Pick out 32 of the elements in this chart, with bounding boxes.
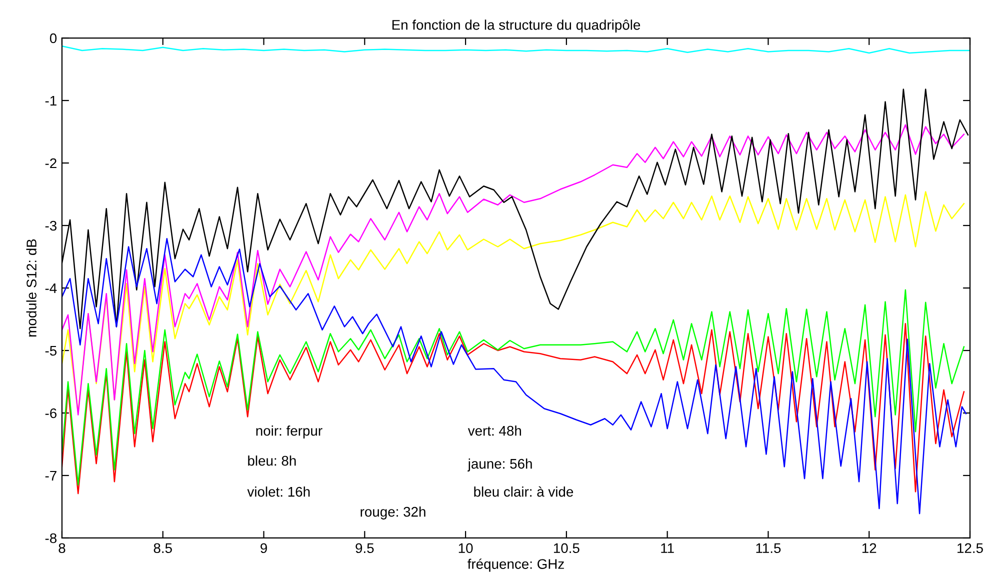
y-tick-label: -1 bbox=[45, 96, 56, 106]
x-tick-label: 9 bbox=[260, 543, 267, 554]
y-tick-label: -5 bbox=[45, 346, 57, 356]
annotation: bleu clair: à vide bbox=[474, 486, 574, 497]
y-axis-title: module S12: dB bbox=[26, 239, 36, 336]
annotation: noir: ferpur bbox=[256, 426, 322, 438]
annotation: rouge: 32h bbox=[360, 506, 426, 520]
x-tick-label: 9.5 bbox=[356, 543, 374, 554]
y-tick-label: -7 bbox=[45, 470, 56, 481]
annotation: vert: 48h bbox=[468, 426, 522, 436]
x-axis-title: fréquence: GHz bbox=[468, 558, 564, 572]
line-series bbox=[62, 46, 970, 54]
y-tick-label: -8 bbox=[45, 533, 57, 544]
x-tick-label: 10.5 bbox=[554, 543, 580, 554]
x-tick-label: 11 bbox=[661, 543, 674, 553]
y-tick-label: -6 bbox=[45, 408, 57, 418]
annotation: violet: 16h bbox=[247, 486, 310, 497]
y-tick-label: -4 bbox=[45, 283, 57, 294]
annotation: jaune: 56h bbox=[468, 458, 532, 472]
chart-title: En fonction de la structure du quadripôle bbox=[392, 20, 640, 33]
y-tick-label: -3 bbox=[45, 220, 57, 231]
line-series bbox=[62, 124, 965, 416]
x-tick-label: 12.5 bbox=[958, 543, 983, 554]
x-tick-label: 8 bbox=[58, 543, 66, 554]
annotation: bleu: 8h bbox=[248, 456, 296, 466]
x-tick-label: 8.5 bbox=[154, 543, 172, 554]
y-tick-label: 0 bbox=[50, 33, 57, 44]
x-tick-label: 12 bbox=[862, 543, 876, 553]
y-tick-label: -2 bbox=[45, 158, 56, 168]
x-tick-label: 10 bbox=[458, 543, 473, 554]
line-series bbox=[62, 289, 965, 486]
x-tick-label: 11.5 bbox=[756, 543, 781, 554]
